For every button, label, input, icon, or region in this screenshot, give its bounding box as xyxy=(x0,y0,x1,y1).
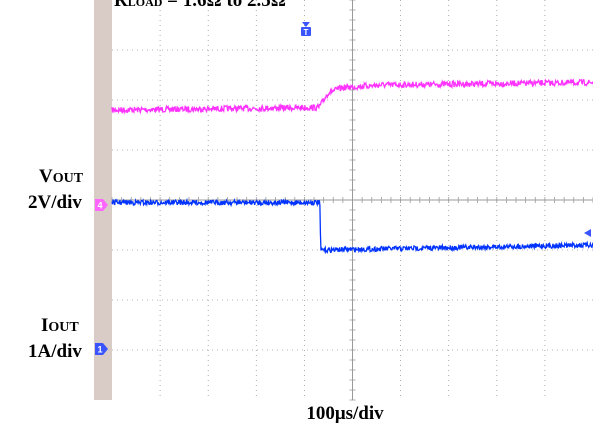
iout-channel-name: IOUT xyxy=(41,315,79,336)
trigger-marker: T xyxy=(301,22,311,37)
vout-marker-label: 4 xyxy=(97,201,102,211)
vout-name-sub: OUT xyxy=(53,171,84,186)
vout-channel-marker: 4 xyxy=(95,199,108,211)
trace-iout xyxy=(111,197,593,255)
traces xyxy=(111,78,593,255)
scope-grid xyxy=(111,0,593,401)
iout-channel-marker: 1 xyxy=(95,343,108,355)
trace-vout xyxy=(111,78,593,115)
iout-name-main: I xyxy=(41,315,48,336)
trace-line-vout xyxy=(111,78,593,115)
iout-name-sub: OUT xyxy=(48,320,79,335)
title-subscript: LOAD xyxy=(128,0,163,9)
vout-name-main: V xyxy=(39,166,53,187)
chart-title: RLOAD = 1.6Ω to 2.5Ω xyxy=(114,0,286,11)
trigger-marker-label: T xyxy=(304,28,309,37)
vout-channel-name: VOUT xyxy=(39,166,84,187)
level-arrow-icon xyxy=(584,229,591,237)
trace-line-iout xyxy=(111,197,593,255)
title-prefix: R xyxy=(114,0,128,11)
iout-scale-label: 1A/div xyxy=(28,341,82,362)
vout-scale-label: 2V/div xyxy=(28,192,82,213)
title-rest: = 1.6Ω to 2.5Ω xyxy=(162,0,286,11)
iout-marker-label: 1 xyxy=(97,345,102,355)
trigger-arrow-icon xyxy=(302,22,310,27)
x-axis-label: 100μs/div xyxy=(306,403,384,424)
